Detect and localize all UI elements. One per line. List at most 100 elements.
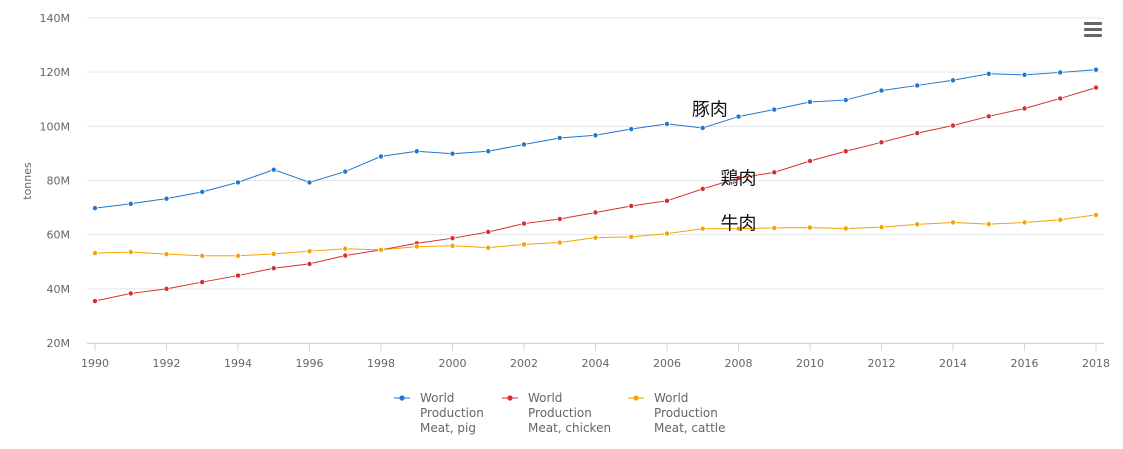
data-point [521, 241, 528, 248]
legend-item[interactable]: World Production Meat, chicken [502, 391, 611, 435]
data-point [1057, 216, 1064, 223]
data-point [556, 239, 563, 246]
y-tick-label: 120M [40, 66, 71, 79]
legend-label-line: World [420, 391, 454, 405]
data-point [878, 224, 885, 231]
y-tick-label: 20M [47, 337, 71, 350]
data-point [878, 139, 885, 146]
legend-label-line: Production [528, 406, 592, 420]
x-axis: 1990 1992 1994 1996 1998 2000 2002 2004 2006 2008… [81, 343, 1110, 370]
data-point [1093, 211, 1100, 218]
x-tick-label: 2008 [725, 357, 753, 370]
data-point [771, 106, 778, 113]
x-tick-label: 2014 [939, 357, 967, 370]
data-point [950, 219, 957, 226]
data-point [485, 244, 492, 251]
data-point [92, 250, 99, 257]
data-point [985, 221, 992, 228]
data-point [199, 188, 206, 195]
data-point [628, 233, 635, 240]
data-point [914, 82, 921, 89]
data-point [485, 148, 492, 155]
data-point [985, 113, 992, 120]
menu-bar [1084, 34, 1102, 37]
series-line [94, 69, 1097, 209]
data-point [699, 124, 706, 131]
series-annotation: 牛肉 [721, 213, 757, 234]
legend-label: World Production Meat, pig [420, 391, 484, 435]
series-2 [92, 211, 1100, 259]
legend-item[interactable]: World Production Meat, cattle [628, 391, 726, 435]
data-point [699, 185, 706, 192]
data-point [735, 225, 742, 232]
y-tick-label: 40M [47, 283, 71, 296]
data-point [664, 230, 671, 237]
data-point [807, 98, 814, 105]
data-point [950, 77, 957, 84]
data-point [234, 179, 241, 186]
data-point [127, 290, 134, 297]
data-point [628, 126, 635, 133]
x-tick-label: 2006 [653, 357, 681, 370]
y-tick-label: 80M [47, 175, 71, 188]
data-point [342, 245, 349, 252]
x-tick-label: 2004 [582, 357, 610, 370]
data-point [92, 298, 99, 305]
x-tick-label: 2016 [1011, 357, 1039, 370]
data-point [628, 202, 635, 209]
data-point [592, 234, 599, 241]
data-point [449, 242, 456, 249]
data-point [807, 224, 814, 231]
data-point [234, 252, 241, 259]
data-point [592, 209, 599, 216]
data-point [842, 225, 849, 232]
data-point [377, 153, 384, 160]
data-point [1093, 66, 1100, 73]
data-point [127, 248, 134, 255]
x-tick-label: 1992 [153, 357, 181, 370]
x-tick-label: 2002 [510, 357, 538, 370]
data-point [556, 134, 563, 141]
menu-bar [1084, 28, 1102, 31]
data-point [807, 157, 814, 164]
data-point [699, 225, 706, 232]
data-point [163, 285, 170, 292]
y-tick-label: 140M [40, 12, 71, 25]
data-point [664, 120, 671, 127]
hamburger-menu-icon[interactable] [1082, 20, 1104, 40]
data-point [1093, 84, 1100, 91]
legend-label-line: Production [654, 406, 718, 420]
series-line [94, 87, 1097, 302]
data-point [413, 243, 420, 250]
data-point [199, 279, 206, 286]
x-tick-label: 2018 [1082, 357, 1110, 370]
data-point [485, 228, 492, 235]
data-point [270, 265, 277, 272]
data-point [377, 246, 384, 253]
data-point [449, 150, 456, 157]
data-point [306, 260, 313, 267]
series-group [92, 66, 1100, 305]
legend-item[interactable]: World Production Meat, pig [394, 391, 484, 435]
legend-label-line: World [528, 391, 562, 405]
data-point [914, 130, 921, 137]
data-point [735, 113, 742, 120]
data-point [556, 215, 563, 222]
legend-label-line: Meat, cattle [654, 421, 726, 435]
legend-symbol-marker [507, 395, 513, 401]
data-point [1021, 71, 1028, 78]
x-tick-label: 1996 [296, 357, 324, 370]
data-point [449, 235, 456, 242]
x-tick-label: 2012 [868, 357, 896, 370]
data-point [1057, 95, 1064, 102]
x-tick-label: 2000 [439, 357, 467, 370]
x-tick-label: 1990 [81, 357, 109, 370]
legend-symbol-marker [399, 395, 405, 401]
data-point [592, 132, 599, 139]
menu-bar [1084, 22, 1102, 25]
data-point [270, 250, 277, 257]
data-point [842, 148, 849, 155]
series-0 [92, 66, 1100, 212]
